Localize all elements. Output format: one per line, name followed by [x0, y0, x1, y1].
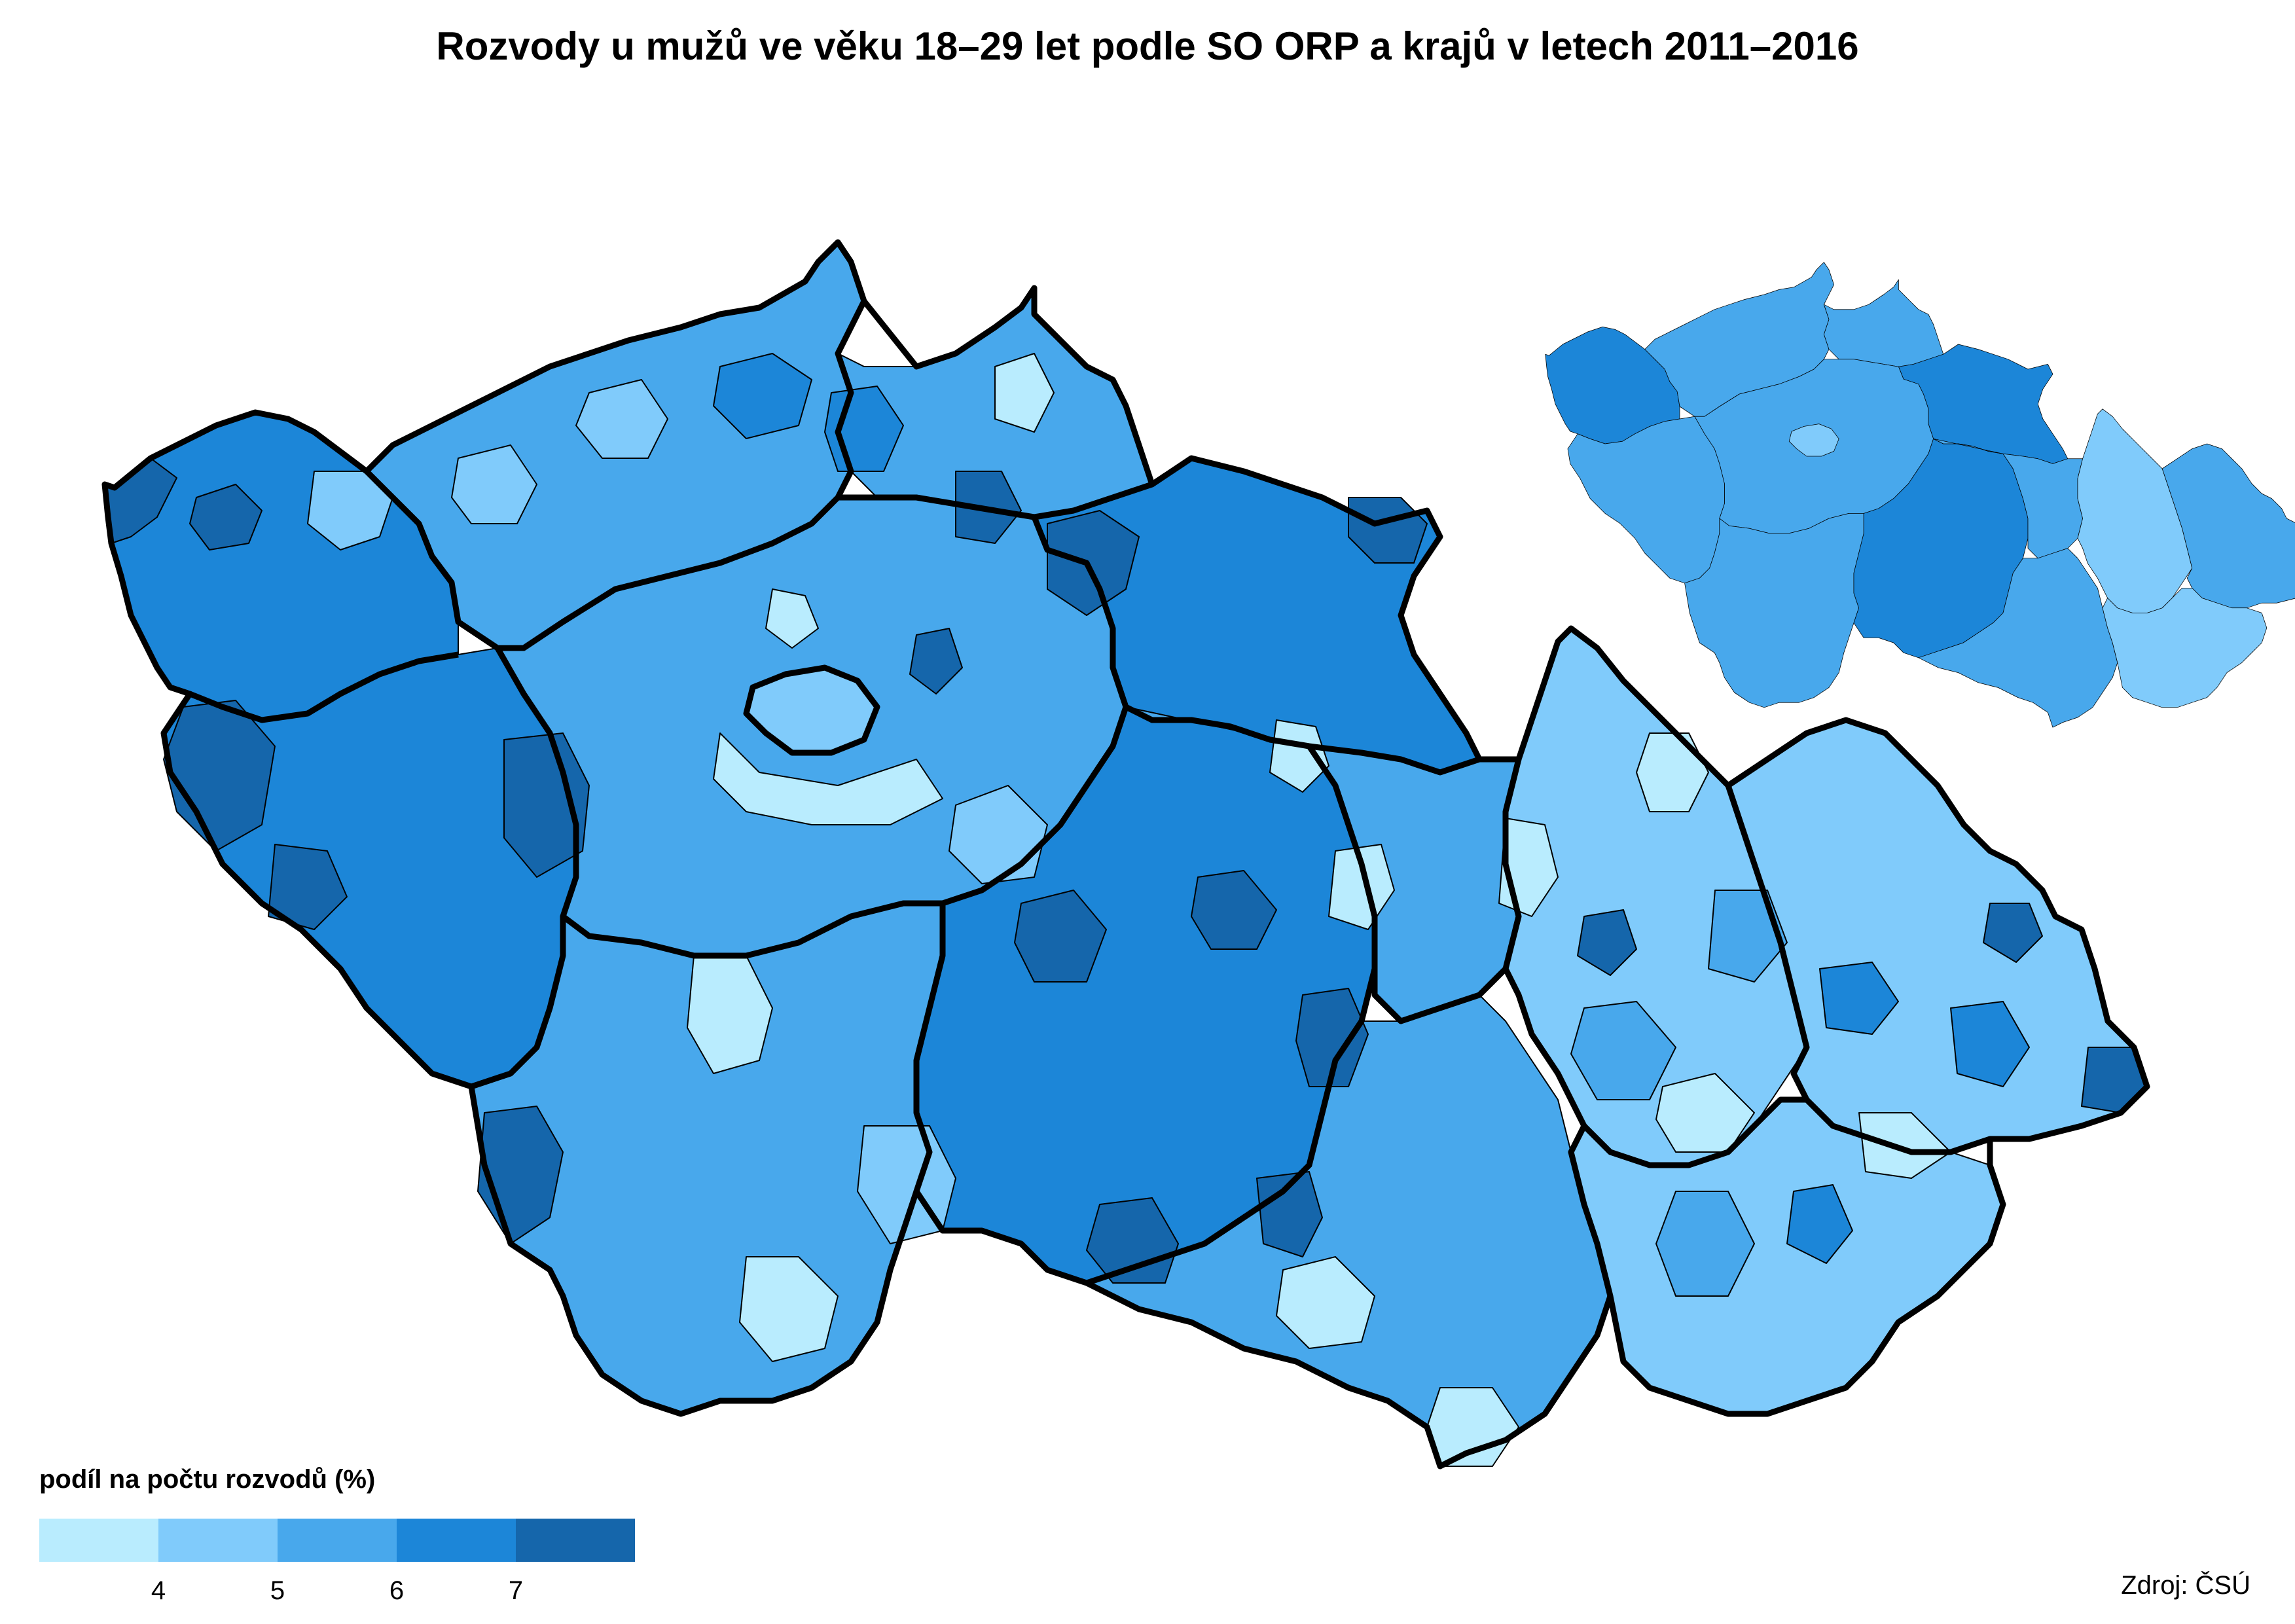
- orp-district: [575, 379, 668, 459]
- map-title: Rozvody u mužů ve věku 18–29 let podle S…: [436, 24, 1859, 68]
- inset-map: [1545, 262, 2295, 728]
- inset-region-olomoucky: [2077, 408, 2193, 613]
- orp-district: [1950, 1001, 2030, 1087]
- legend-swatch-2: [158, 1519, 278, 1562]
- legend-title: podíl na počtu rozvodů (%): [39, 1465, 376, 1494]
- orp-district: [163, 700, 276, 852]
- inset-region-moravskoslezsky: [2161, 443, 2295, 609]
- orp-district: [739, 1256, 839, 1362]
- orp-district: [451, 444, 537, 524]
- orp-districts: [104, 353, 2148, 1467]
- inset-region-liberecky: [1824, 279, 1944, 367]
- orp-district: [503, 732, 590, 878]
- orp-district: [1276, 1256, 1375, 1349]
- region-borders: [101, 239, 2150, 1470]
- orp-district: [713, 732, 943, 825]
- legend-tick-label: 5: [270, 1576, 285, 1605]
- legend-swatch-4: [397, 1519, 516, 1562]
- orp-district: [189, 484, 262, 550]
- orp-district: [1328, 844, 1395, 930]
- orp-district: [1655, 1191, 1755, 1297]
- orp-district: [1577, 909, 1637, 976]
- orp-district: [1047, 510, 1140, 616]
- orp-district: [1786, 1184, 1853, 1264]
- legend-swatch-3: [278, 1519, 397, 1562]
- orp-district: [765, 588, 819, 649]
- orp-district: [1636, 732, 1709, 812]
- orp-district: [268, 844, 348, 930]
- legend-tick-label: 6: [389, 1576, 405, 1605]
- orp-district: [994, 353, 1055, 433]
- legend-swatch-5: [516, 1519, 635, 1562]
- legend-color-bar: [39, 1519, 635, 1562]
- inset-region-praha: [1788, 424, 1839, 457]
- orp-district: [909, 628, 963, 695]
- inset-region-jihomoravsky: [1918, 548, 2118, 728]
- orp-district: [1269, 719, 1329, 793]
- legend-tick-label: 4: [151, 1576, 166, 1605]
- legend-swatch-1: [39, 1519, 158, 1562]
- orp-district: [1708, 890, 1788, 983]
- orp-district: [1570, 1001, 1676, 1100]
- legend-tick-label: 7: [508, 1576, 524, 1605]
- inset-region-plzensky: [1567, 416, 1725, 584]
- orp-district: [1819, 962, 1899, 1035]
- orp-district: [1191, 870, 1277, 950]
- orp-district: [713, 353, 812, 439]
- orp-district: [1858, 1112, 1951, 1179]
- orp-district: [1014, 890, 1107, 983]
- source-note: Zdroj: ČSÚ: [2121, 1571, 2250, 1600]
- inset-region-jihocesky: [1684, 513, 1864, 708]
- orp-district: [1983, 903, 2043, 963]
- inset-region-zlinsky: [2102, 588, 2268, 708]
- orp-district: [1295, 988, 1369, 1087]
